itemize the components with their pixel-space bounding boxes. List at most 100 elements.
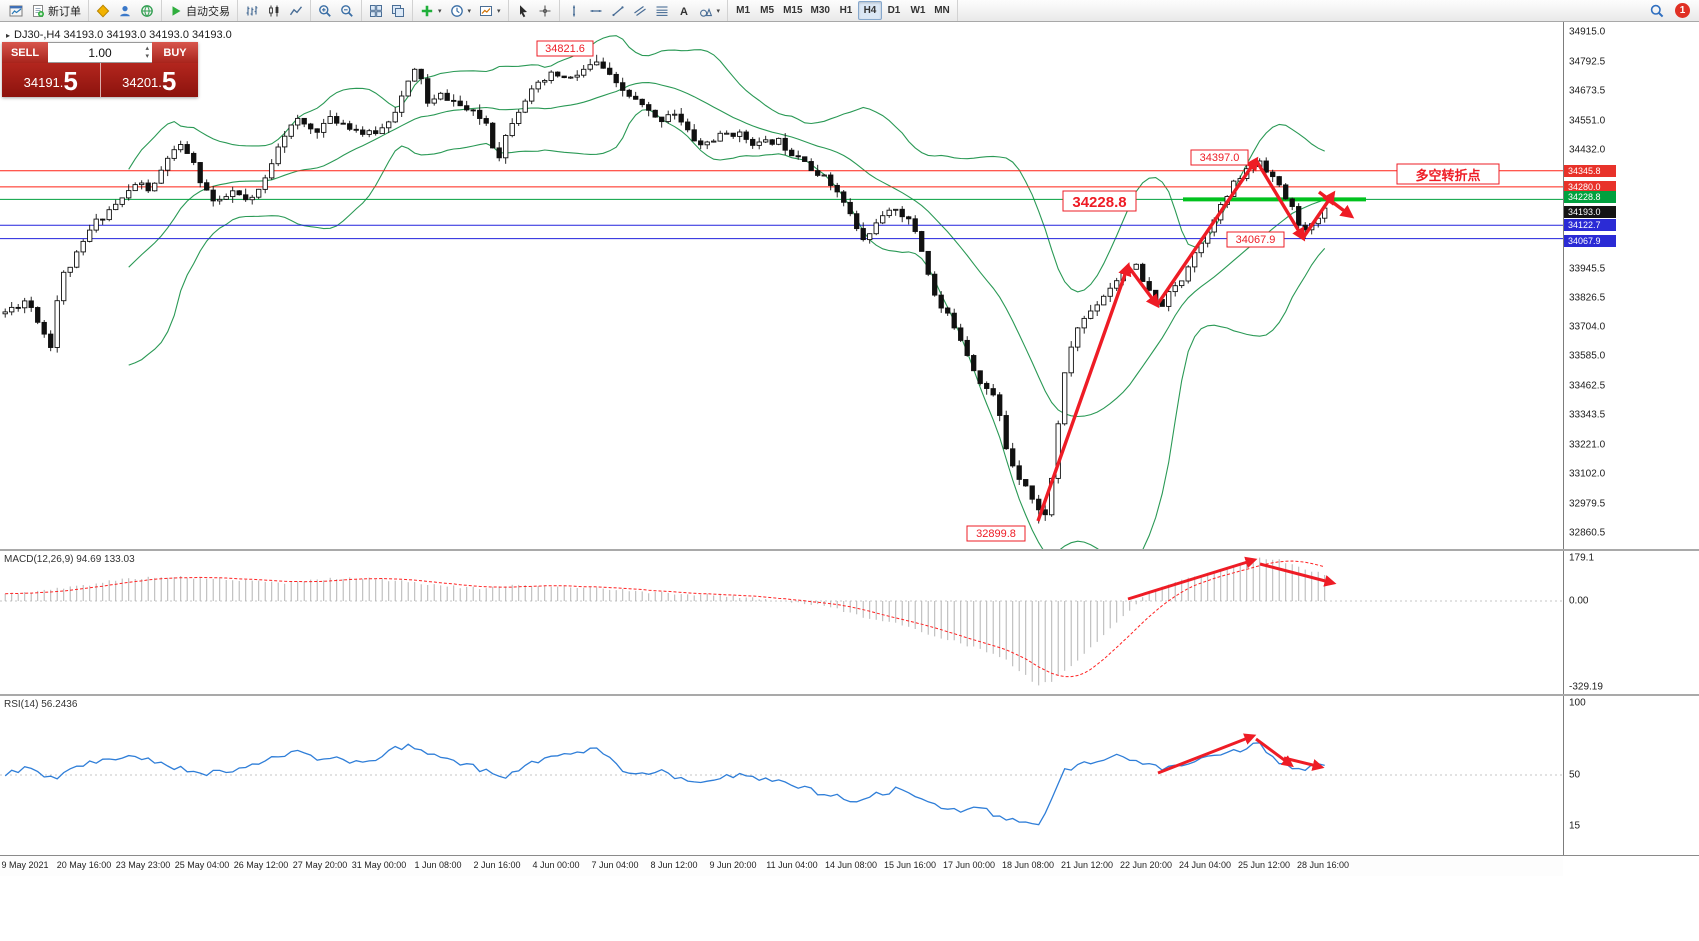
dropdown-caret-icon: ▾ <box>497 7 501 15</box>
channel-button[interactable] <box>629 1 651 20</box>
trendline-button[interactable] <box>607 1 629 20</box>
macd-label: MACD(12,26,9) 94.69 133.03 <box>4 554 135 565</box>
macd-axis[interactable]: 179.1 0.00 -329.19 <box>1564 551 1699 694</box>
time-axis-label: 17 Jun 00:00 <box>942 860 996 870</box>
buy-price[interactable]: 34201. 5 <box>101 63 199 97</box>
autotrade-button[interactable]: 自动交易 <box>165 1 234 20</box>
macd-canvas <box>0 556 1563 686</box>
price-callouts: 34821.6 34397.0 34228.8 34067.9 32899.8 多空转折点 <box>536 40 1500 542</box>
tf-button-mn[interactable]: MN <box>934 5 950 16</box>
cascade-windows-button[interactable] <box>387 1 409 20</box>
chart-window: 34821.6 34397.0 34228.8 34067.9 32899.8 多空转折点… <box>0 22 1699 876</box>
symbol-info: ▸ DJ30-,H4 34193.0 34193.0 34193.0 34193… <box>6 29 232 41</box>
time-axis[interactable]: 9 May 2021 20 May 16:00 23 May 23:00 25 May… <box>0 856 1563 876</box>
tf-button-w1[interactable]: W1 <box>910 5 926 16</box>
price-axis-label: 34673.5 <box>1569 85 1606 97</box>
indicators-button[interactable]: ▾ <box>416 1 446 20</box>
toolbar-group: ▾ ▾ ▾ <box>413 0 509 21</box>
volume-spinner: ▴ ▾ <box>145 45 149 61</box>
buy-button[interactable]: BUY <box>152 42 198 63</box>
panel-divider[interactable] <box>0 549 1699 551</box>
time-axis-label: 11 Jun 04:00 <box>766 860 818 870</box>
price-tag: 34228.8 <box>1564 191 1616 204</box>
time-axis-label: 21 Jun 12:00 <box>1060 860 1114 870</box>
price-axis-label: 33102.0 <box>1569 468 1606 480</box>
cursor-button[interactable] <box>512 1 534 20</box>
price-tag: 34067.9 <box>1564 234 1616 247</box>
time-axis-label: 18 Jun 08:00 <box>1001 860 1055 870</box>
price-axis-label: 34432.0 <box>1569 144 1606 156</box>
price-axis-label: 32979.5 <box>1569 498 1606 510</box>
price-axis-label: 32860.5 <box>1569 527 1606 539</box>
mql5-button[interactable] <box>92 1 114 20</box>
toolbar-group <box>311 0 362 21</box>
time-axis-label: 7 Jun 04:00 <box>591 860 639 870</box>
rsi-panel[interactable]: RSI(14) 56.2436 <box>0 696 1563 855</box>
notification-badge[interactable]: 1 <box>1675 3 1690 18</box>
text-tool-button[interactable]: A <box>673 1 695 20</box>
toolbar-group: A ▾ <box>560 0 729 21</box>
autotrade-button-label: 自动交易 <box>186 5 230 18</box>
templates-button[interactable]: ▾ <box>475 1 505 20</box>
shapes-button[interactable]: ▾ <box>695 1 725 20</box>
price-axis[interactable]: 34915.0 34792.5 34673.5 34551.0 34432.0 33945… <box>1563 22 1699 855</box>
tf-button-m1[interactable]: M1 <box>736 5 751 16</box>
horizontal-level-lines[interactable] <box>0 170 1563 240</box>
tf-button-h4[interactable]: H4 <box>857 1 882 20</box>
zoom-out-button[interactable] <box>336 1 358 20</box>
sell-price[interactable]: 34191. 5 <box>2 63 100 97</box>
main-chart-canvas[interactable]: 34821.6 34397.0 34228.8 34067.9 32899.8 多空转折点 <box>0 22 1563 549</box>
price-axis-label: 34792.5 <box>1569 56 1606 68</box>
chart-window-button[interactable] <box>5 1 27 20</box>
candles-chart-icon <box>267 4 281 18</box>
time-axis-label: 22 Jun 20:00 <box>1119 860 1173 870</box>
chart-line-button[interactable] <box>285 1 307 20</box>
market-button[interactable] <box>136 1 158 20</box>
price-axis-label: 33221.0 <box>1569 439 1606 451</box>
macd-arrows <box>1127 556 1337 601</box>
volume-down-icon[interactable]: ▾ <box>145 53 149 60</box>
fibonacci-button[interactable] <box>651 1 673 20</box>
price-axis-label: 33945.5 <box>1569 263 1606 274</box>
time-axis-label: 26 May 12:00 <box>233 860 289 870</box>
search-button[interactable] <box>1646 1 1668 20</box>
time-axis-label: 14 Jun 08:00 <box>824 860 878 870</box>
new-order-button[interactable]: 新订单 <box>27 1 85 20</box>
toolbar-group <box>362 0 413 21</box>
dropdown-caret-icon: ▾ <box>716 7 721 15</box>
bollinger-bands <box>128 35 1326 549</box>
expand-arrow-icon[interactable]: ▸ <box>6 30 11 40</box>
mql5-diamond-icon <box>96 3 110 18</box>
zoom-in-button[interactable] <box>314 1 336 20</box>
tile-windows-icon <box>369 4 383 18</box>
horizontal-line-button[interactable] <box>585 1 607 20</box>
volume-up-icon[interactable]: ▴ <box>145 45 149 52</box>
tf-button-h1[interactable]: H1 <box>839 5 853 16</box>
tf-button-m30[interactable]: M30 <box>810 5 830 16</box>
chart-candles-button[interactable] <box>263 1 285 20</box>
tf-button-m15[interactable]: M15 <box>783 5 803 16</box>
main-chart-area[interactable]: 34821.6 34397.0 34228.8 34067.9 32899.8 多空转折点… <box>0 22 1563 549</box>
rsi-axis[interactable]: 100 50 15 <box>1564 696 1699 855</box>
templates-icon <box>479 4 493 18</box>
macd-panel[interactable]: MACD(12,26,9) 94.69 133.03 <box>0 551 1563 694</box>
community-button[interactable] <box>114 1 136 20</box>
cursor-icon <box>516 4 530 18</box>
volume-input[interactable]: 1.00 ▴ ▾ <box>48 42 152 63</box>
main-price-axis[interactable]: 34915.0 34792.5 34673.5 34551.0 34432.0 33945… <box>1564 22 1699 549</box>
chart-bars-button[interactable] <box>241 1 263 20</box>
buy-price-small: 34201. <box>122 75 162 90</box>
tf-button-m5[interactable]: M5 <box>760 5 775 16</box>
time-axis-label: 4 Jun 00:00 <box>532 860 580 870</box>
tile-windows-button[interactable] <box>365 1 387 20</box>
chart-window-icon <box>9 4 23 18</box>
tf-button-d1[interactable]: D1 <box>887 5 901 16</box>
crosshair-button[interactable] <box>534 1 556 20</box>
sell-button[interactable]: SELL <box>2 42 48 63</box>
periods-button[interactable]: ▾ <box>446 1 476 20</box>
vertical-line-button[interactable] <box>563 1 585 20</box>
axis-label: 100 <box>1569 697 1586 709</box>
time-axis-label: 8 Jun 12:00 <box>650 860 698 870</box>
panel-divider[interactable] <box>0 694 1699 696</box>
time-axis-divider <box>0 855 1699 856</box>
